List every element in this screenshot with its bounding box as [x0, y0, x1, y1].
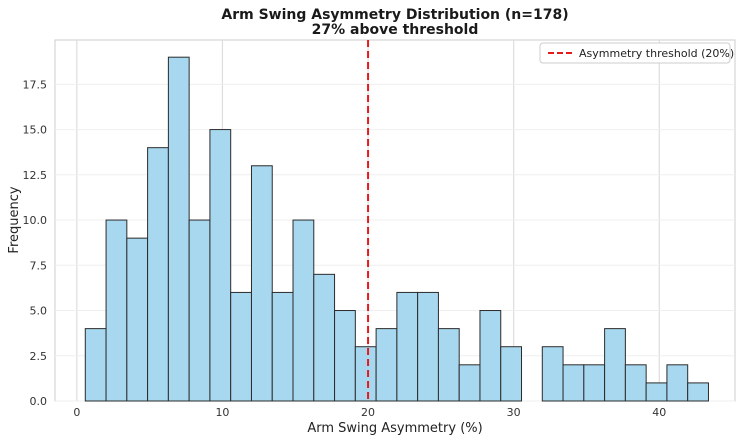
y-tick-label: 2.5 — [30, 350, 48, 363]
histogram-bar — [105, 219, 128, 402]
y-tick-labels: 0.0 2.5 5.0 7.5 10.0 12.5 15.0 17.5 — [23, 78, 48, 408]
x-tick-label: 0 — [73, 406, 80, 419]
legend: Asymmetry threshold (20%) — [539, 42, 734, 64]
y-tick-label: 5.0 — [30, 305, 48, 318]
histogram-bar — [334, 310, 356, 402]
x-tick-label: 40 — [652, 406, 666, 419]
y-tick-label: 15.0 — [23, 124, 48, 137]
x-tick-labels: 0 10 20 30 40 — [73, 406, 666, 419]
histogram-bar — [354, 346, 377, 402]
histogram-bar — [188, 219, 211, 402]
histogram-bar — [541, 346, 564, 402]
histogram-bar — [167, 56, 190, 402]
histogram-bar — [624, 364, 647, 402]
histogram-bar — [292, 219, 315, 402]
x-tick-label: 30 — [507, 406, 521, 419]
legend-threshold-label: Asymmetry threshold (20%) — [579, 47, 734, 60]
y-tick-label: 0.0 — [30, 395, 48, 408]
histogram-bar — [126, 237, 149, 402]
histogram-bar — [437, 328, 460, 402]
chart-subtitle: 27% above threshold — [312, 22, 479, 38]
chart-title: Arm Swing Asymmetry Distribution (n=178) — [221, 7, 568, 23]
histogram-bar — [209, 129, 232, 402]
y-tick-label: 17.5 — [23, 78, 48, 91]
legend-box — [539, 42, 731, 64]
histogram-bar — [604, 328, 626, 402]
histogram-bar — [583, 364, 606, 402]
histogram-bar — [417, 291, 439, 402]
x-tick-label: 10 — [215, 406, 229, 419]
y-tick-label: 7.5 — [30, 259, 48, 272]
histogram-bar — [84, 328, 107, 402]
histogram-bar — [313, 273, 336, 402]
histogram-bar — [230, 291, 252, 402]
y-tick-label: 12.5 — [23, 169, 48, 182]
histogram-bar — [271, 291, 294, 402]
histogram-bar — [562, 364, 585, 402]
x-axis-label: Arm Swing Asymmetry (%) — [307, 421, 482, 436]
histogram-bar — [500, 346, 523, 402]
y-tick-label: 10.0 — [23, 214, 48, 227]
histogram-bars — [84, 56, 709, 402]
histogram-bar — [687, 382, 709, 402]
y-axis-label: Frequency — [7, 186, 22, 253]
histogram-bar — [396, 291, 419, 402]
histogram-bar — [375, 328, 398, 402]
histogram-bar — [479, 310, 502, 402]
x-tick-label: 20 — [361, 406, 375, 419]
histogram-bar — [147, 147, 169, 402]
histogram-bar — [250, 165, 273, 402]
histogram-bar — [458, 364, 481, 402]
histogram-bar — [645, 382, 668, 402]
histogram-bar — [666, 364, 689, 402]
